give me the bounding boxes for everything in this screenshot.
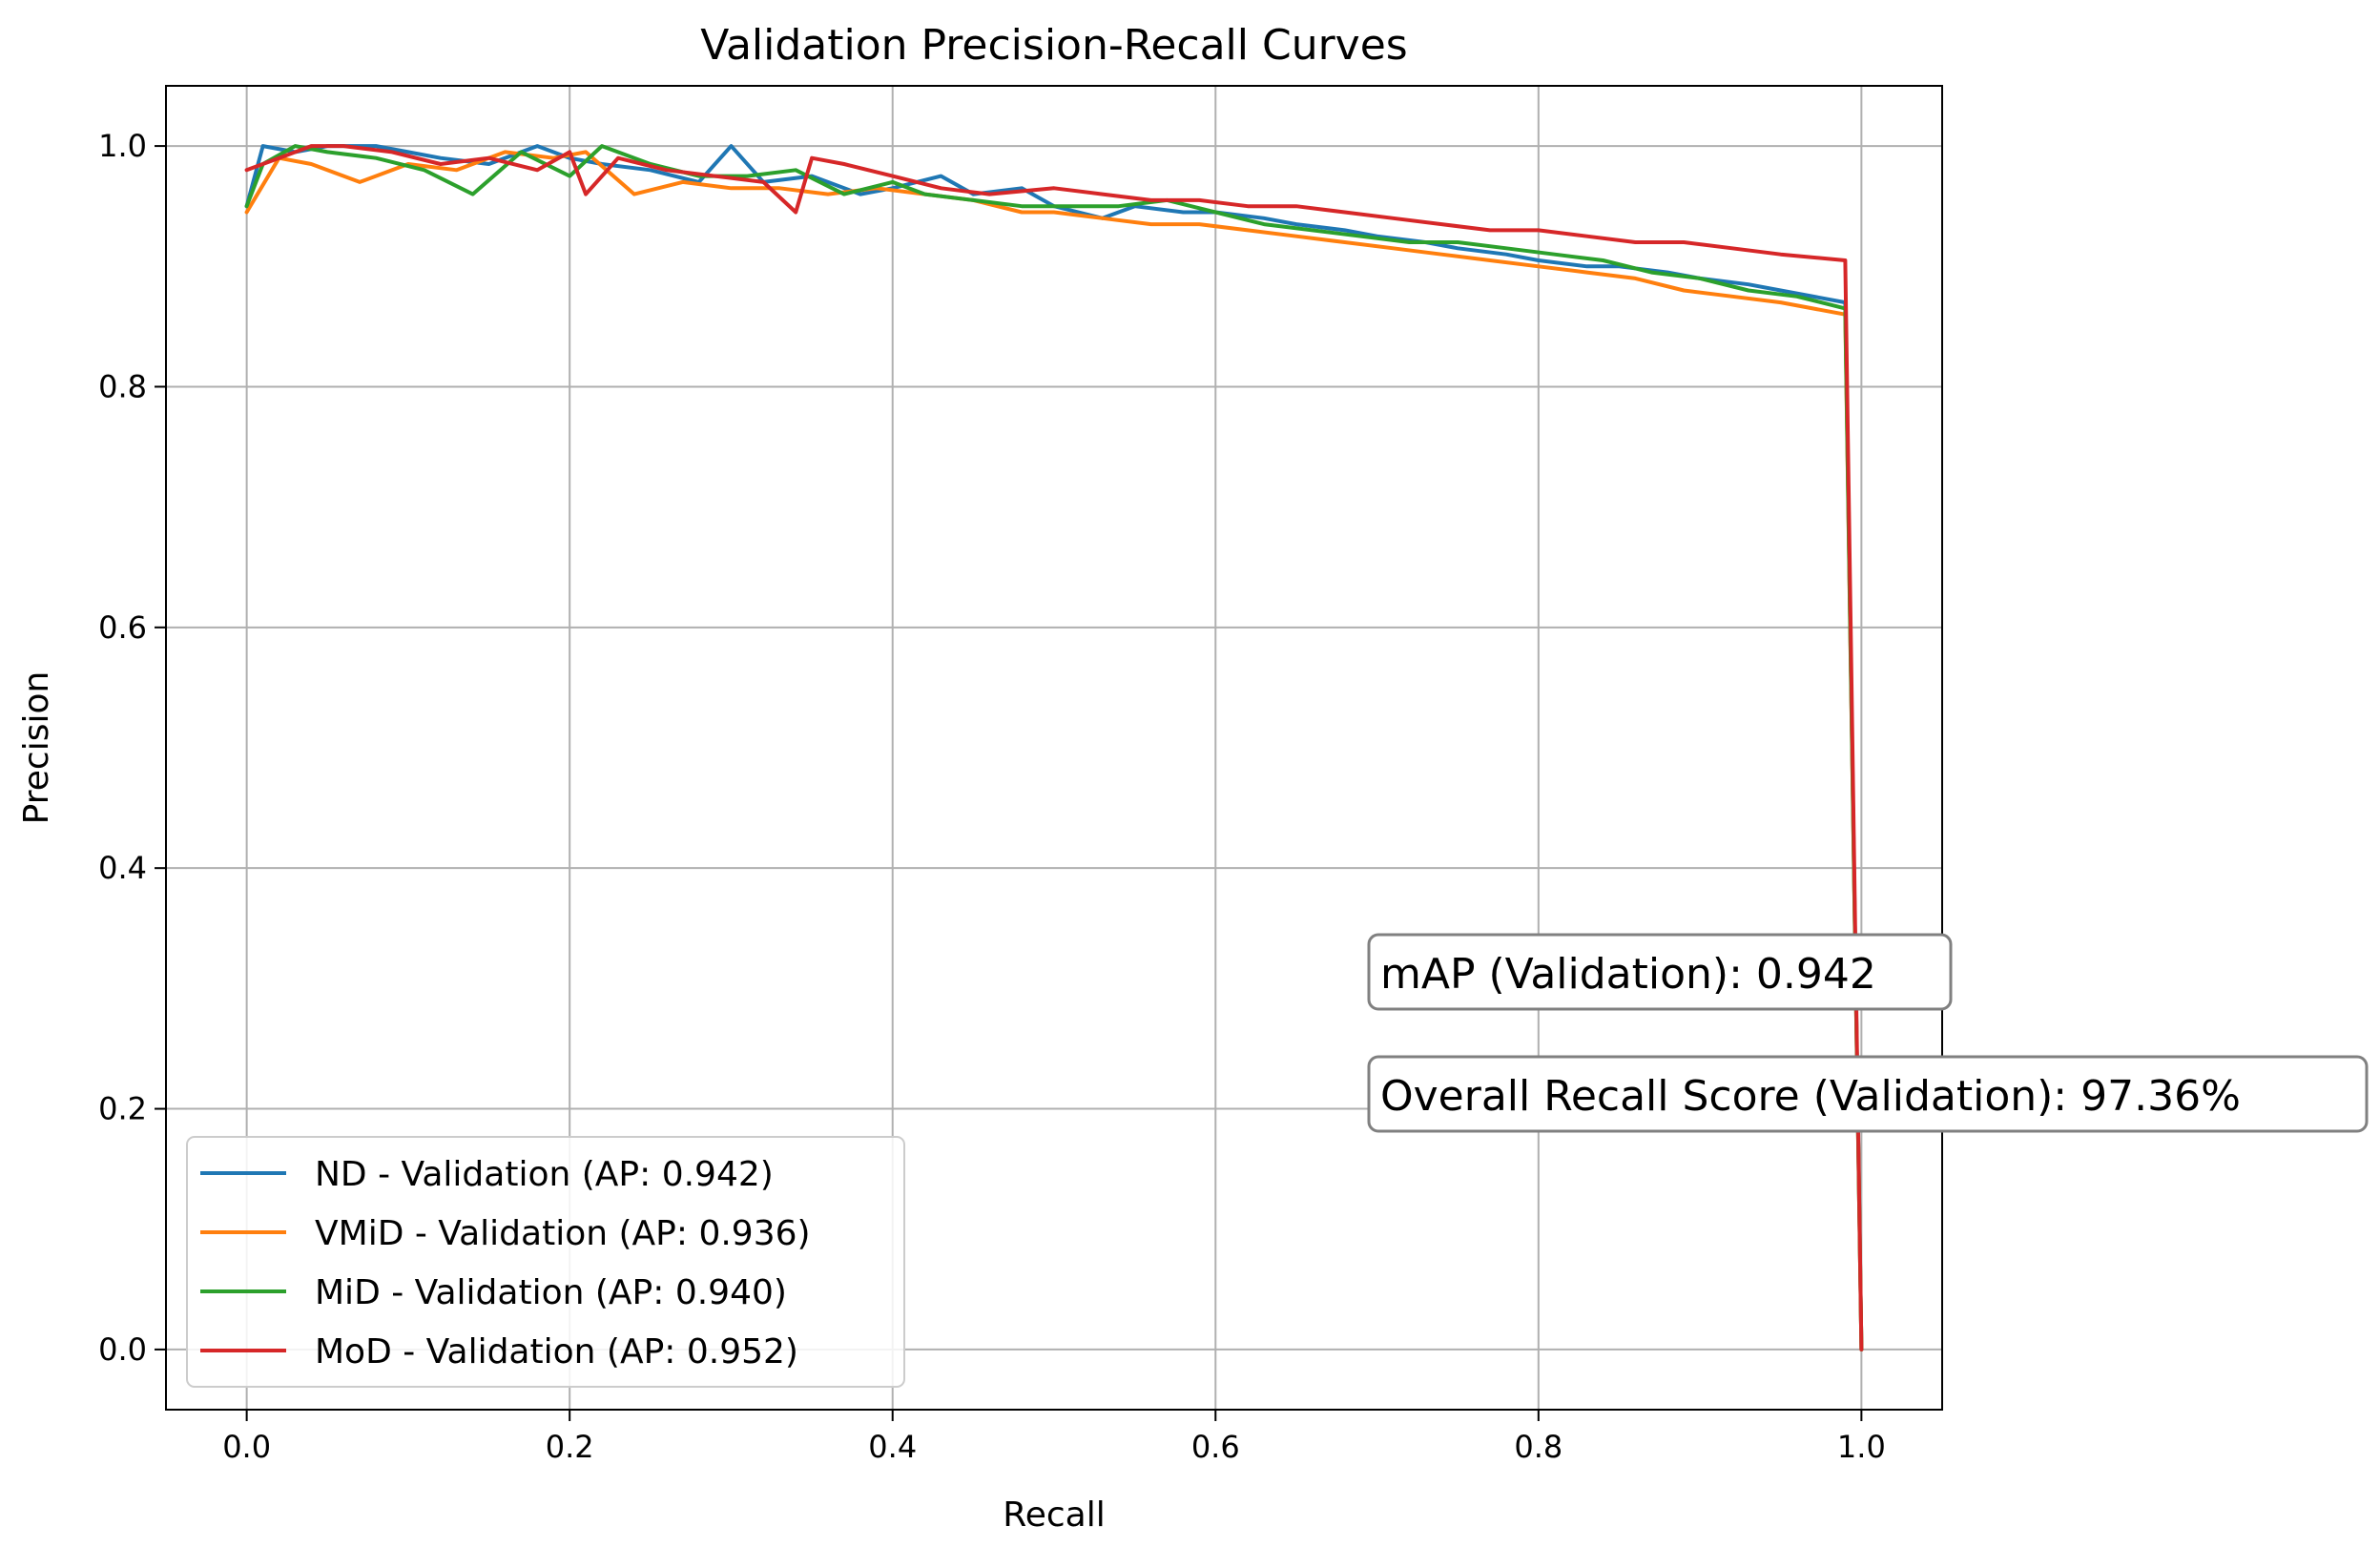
legend: ND - Validation (AP: 0.942) VMiD - Valida…	[186, 1136, 905, 1388]
plot-frame	[165, 85, 1943, 1411]
series-line-1	[244, 150, 1864, 1351]
y-tick-label: 1.0	[98, 128, 147, 164]
legend-label: MoD - Validation (AP: 0.952)	[315, 1332, 798, 1372]
chart-title: Validation Precision-Recall Curves	[700, 21, 1407, 70]
y-tick-label: 0.0	[98, 1331, 147, 1368]
annotation-text: Overall Recall Score (Validation): 97.36…	[1380, 1072, 2241, 1121]
legend-label: VMiD - Validation (AP: 0.936)	[315, 1214, 811, 1253]
legend-frame	[186, 1136, 905, 1388]
x-tick-label: 1.0	[1837, 1429, 1886, 1465]
legend-label: MiD - Validation (AP: 0.940)	[315, 1273, 787, 1312]
y-tick-label: 0.8	[98, 368, 147, 404]
annotation-box	[1367, 933, 1953, 1011]
x-tick-label: 0.8	[1514, 1429, 1563, 1465]
x-tick-label: 0.4	[868, 1429, 917, 1465]
series-line-3	[244, 144, 1864, 1351]
x-tick-label: 0.0	[222, 1429, 271, 1465]
legend-label: ND - Validation (AP: 0.942)	[315, 1155, 774, 1194]
x-axis-label: Recall	[1003, 1495, 1105, 1535]
annotation-box	[1367, 1055, 2369, 1133]
y-tick-label: 0.4	[98, 850, 147, 886]
series-line-2	[244, 144, 1864, 1351]
series-lines	[244, 144, 1864, 1351]
x-tick-label: 0.2	[546, 1429, 594, 1465]
y-tick-label: 0.2	[98, 1091, 147, 1127]
y-axis-label: Precision	[17, 671, 56, 825]
annotation-text: mAP (Validation): 0.942	[1380, 950, 1876, 999]
x-tick-label: 0.6	[1191, 1429, 1240, 1465]
y-tick-label: 0.6	[98, 609, 147, 646]
annotations: mAP (Validation): 0.942 Overall Recall Sc…	[1367, 933, 2369, 1133]
axis-ticks: 0.0 0.2 0.4 0.6 0.8 1.0 0.0 0.2 0.4 0.6 0.8 1.0	[98, 128, 1886, 1465]
